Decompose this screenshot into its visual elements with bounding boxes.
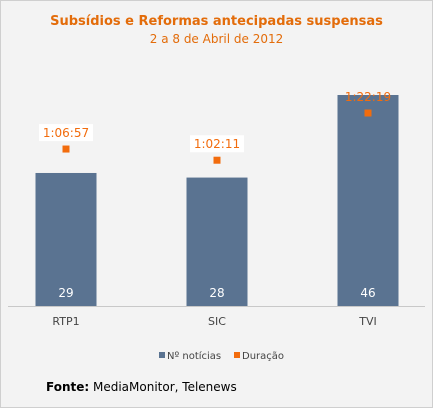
duration-label-background — [39, 124, 93, 142]
source-note: Fonte: MediaMonitor, Telenews — [46, 380, 237, 394]
duration-marker — [364, 109, 372, 117]
chart-title: Subsídios e Reformas antecipadas suspens… — [50, 14, 383, 29]
bar-value-label: 28 — [209, 286, 224, 300]
legend-label-noticias: Nº notícias — [167, 350, 221, 362]
bar-tvi — [337, 95, 399, 306]
legend-label-duracao: Duração — [242, 351, 284, 362]
bar-value-label: 29 — [58, 286, 73, 300]
bar-sic — [186, 177, 248, 306]
duration-label: 1:22:19 — [345, 90, 391, 104]
legend-swatch-noticias — [159, 352, 165, 358]
duration-label: 1:06:57 — [43, 126, 89, 140]
category-label: RTP1 — [52, 315, 79, 328]
source-text: MediaMonitor, Telenews — [89, 380, 237, 394]
chart-subtitle: 2 a 8 de Abril de 2012 — [149, 32, 284, 46]
duration-marker — [62, 145, 70, 153]
bar-value-label: 46 — [360, 286, 375, 300]
bar-rtp1 — [35, 172, 97, 306]
category-label: SIC — [208, 315, 226, 328]
duration-marker — [213, 156, 221, 164]
duration-label-background — [190, 135, 244, 153]
legend-swatch-duracao — [234, 352, 240, 358]
source-label: Fonte: — [46, 380, 90, 394]
category-label: TVI — [358, 315, 377, 328]
duration-label: 1:02:11 — [194, 137, 240, 151]
